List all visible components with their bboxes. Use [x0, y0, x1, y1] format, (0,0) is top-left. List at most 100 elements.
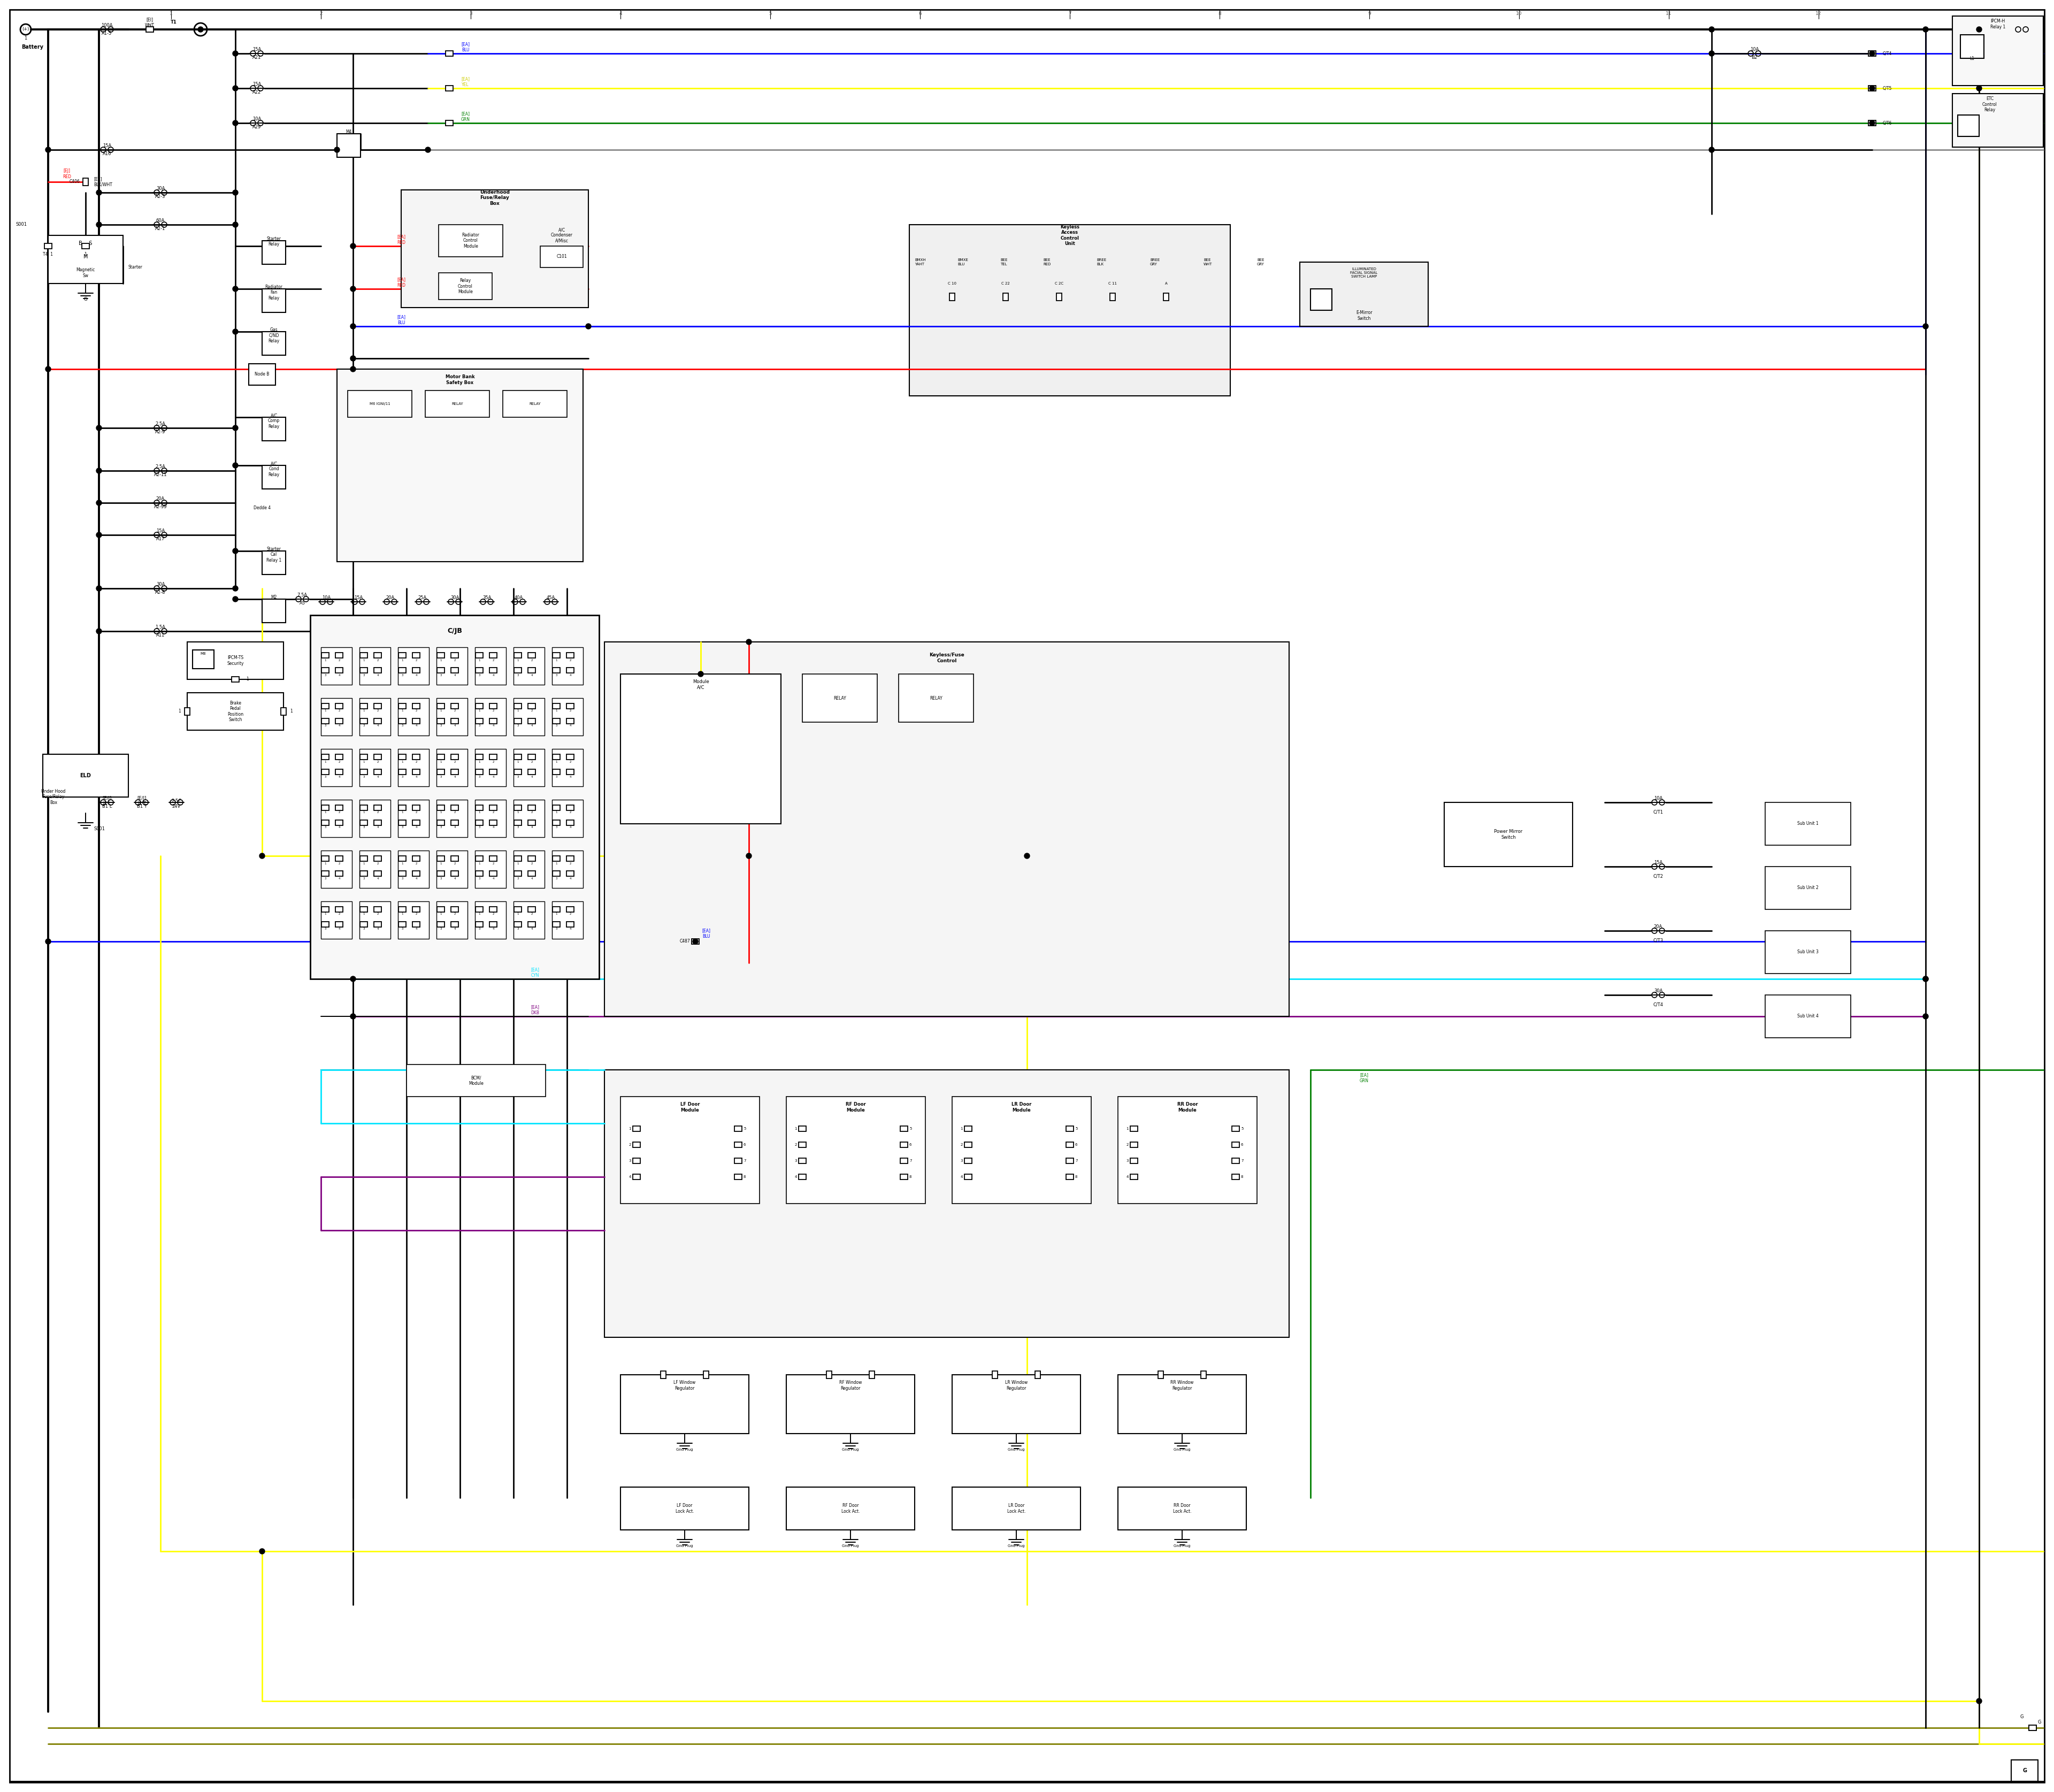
Bar — [82, 244, 88, 249]
Text: 10A: 10A — [322, 595, 331, 600]
Bar — [799, 1174, 805, 1179]
Text: RF Door
Module: RF Door Module — [846, 1102, 867, 1113]
Bar — [398, 704, 407, 710]
Circle shape — [351, 1014, 355, 1020]
Bar — [489, 907, 497, 912]
Bar — [1066, 1142, 1074, 1147]
Text: RELAY: RELAY — [834, 695, 846, 701]
Bar — [322, 754, 329, 760]
Bar — [474, 851, 505, 889]
Text: 20A: 20A — [1653, 925, 1662, 930]
Text: Underhood
Fuse/Relay
Box: Underhood Fuse/Relay Box — [481, 190, 509, 206]
Text: 6: 6 — [1241, 1143, 1243, 1147]
Text: 7: 7 — [1241, 1159, 1243, 1163]
Bar — [489, 805, 497, 810]
Text: Gnd Plug: Gnd Plug — [1009, 1545, 1025, 1548]
Bar — [438, 769, 444, 774]
Bar — [359, 647, 390, 685]
Text: 2: 2 — [320, 11, 322, 16]
Bar — [446, 50, 454, 56]
Text: 4: 4 — [629, 1176, 631, 1179]
Text: A2-3: A2-3 — [156, 194, 166, 199]
Bar — [474, 799, 505, 837]
Bar — [425, 391, 489, 418]
Bar — [374, 805, 382, 810]
Bar — [1869, 86, 1875, 91]
Bar — [359, 805, 368, 810]
Text: IPCM-TS
Security: IPCM-TS Security — [226, 656, 244, 667]
Bar — [1957, 115, 1980, 136]
Bar — [489, 871, 497, 876]
Text: 1: 1 — [629, 1127, 631, 1131]
Circle shape — [232, 597, 238, 602]
Bar — [452, 805, 458, 810]
Bar — [553, 799, 583, 837]
Text: A2-8: A2-8 — [156, 590, 166, 595]
Circle shape — [97, 425, 101, 430]
Bar — [567, 704, 573, 710]
Bar — [567, 805, 573, 810]
Bar — [359, 719, 368, 724]
Text: G: G — [2023, 1769, 2027, 1774]
Bar — [604, 642, 1290, 1016]
Bar — [474, 647, 505, 685]
Text: C/JB: C/JB — [448, 627, 462, 634]
Circle shape — [232, 462, 238, 468]
Text: 8: 8 — [1241, 1176, 1243, 1179]
Text: [EA]
RED: [EA] RED — [396, 278, 405, 289]
Circle shape — [351, 287, 355, 292]
Text: [EA]
RED: [EA] RED — [396, 235, 405, 246]
Text: C101: C101 — [557, 254, 567, 260]
Bar — [438, 857, 444, 862]
Text: 20A: 20A — [386, 595, 394, 600]
Circle shape — [351, 244, 355, 249]
Bar — [322, 652, 329, 658]
Bar — [477, 704, 483, 710]
Text: L1: L1 — [1970, 56, 1974, 61]
Bar — [567, 769, 573, 774]
Bar — [435, 647, 468, 685]
Text: A/C
Condenser
A/Misc: A/C Condenser A/Misc — [550, 228, 573, 244]
Bar — [477, 821, 483, 826]
Text: [EA]
DKB: [EA] DKB — [530, 1005, 538, 1014]
Bar — [900, 1142, 908, 1147]
Bar — [359, 668, 368, 674]
Bar — [514, 799, 544, 837]
Text: B    S: B S — [78, 240, 92, 246]
Text: 1: 1 — [179, 710, 181, 713]
Bar — [320, 699, 351, 735]
Text: M2: M2 — [271, 595, 277, 600]
Text: 8: 8 — [1074, 1176, 1078, 1179]
Text: S001: S001 — [94, 826, 105, 831]
Text: 2.5A: 2.5A — [156, 421, 166, 426]
Text: RELAY: RELAY — [930, 695, 943, 701]
Bar — [374, 769, 382, 774]
Text: 3: 3 — [795, 1159, 797, 1163]
Text: 20A: 20A — [156, 496, 164, 502]
Bar — [477, 652, 483, 658]
Text: [EA]
YEL: [EA] YEL — [460, 77, 470, 88]
Bar — [374, 857, 382, 862]
Text: 2.5A: 2.5A — [156, 464, 166, 470]
Text: LR Door
Module: LR Door Module — [1013, 1102, 1031, 1113]
Bar — [232, 677, 238, 683]
Text: Gnd Plug: Gnd Plug — [676, 1545, 692, 1548]
Text: A: A — [1165, 281, 1167, 285]
Text: A2-11: A2-11 — [154, 473, 166, 477]
Text: 9: 9 — [1368, 11, 1370, 16]
Text: C/T1: C/T1 — [1653, 810, 1664, 814]
Bar — [335, 754, 343, 760]
Bar — [263, 599, 286, 622]
Bar — [435, 699, 468, 735]
Bar — [413, 754, 419, 760]
Bar — [514, 901, 544, 939]
Bar — [2011, 1760, 2038, 1781]
Circle shape — [698, 672, 702, 677]
Bar — [528, 821, 536, 826]
Bar — [477, 769, 483, 774]
Bar — [146, 27, 154, 32]
Bar — [528, 769, 536, 774]
Text: 5: 5 — [1241, 1127, 1243, 1131]
Bar — [489, 652, 497, 658]
Bar — [435, 901, 468, 939]
